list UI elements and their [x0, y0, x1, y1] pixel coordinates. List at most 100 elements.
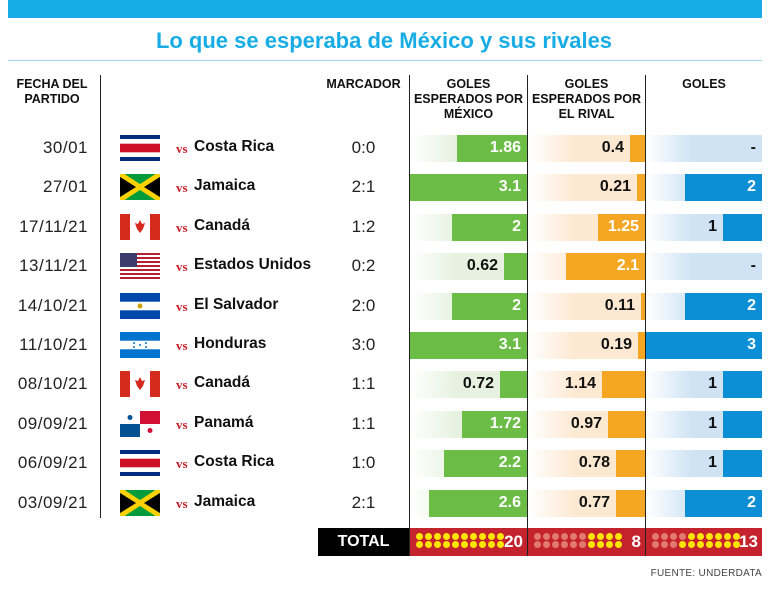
- table-row: 17/11/21 vs Canadá 1:2 2 1.25 1: [0, 208, 768, 247]
- goals-bar: [646, 332, 762, 359]
- goals: 1: [646, 371, 762, 399]
- xg-mexico-value: 1.72: [489, 414, 521, 432]
- dot-filled: [434, 533, 441, 540]
- dot-filled: [452, 533, 459, 540]
- xg-rival-bar: [616, 450, 645, 478]
- xg-rival-bar: [630, 135, 645, 162]
- column-divider: [100, 75, 101, 518]
- dot-empty: [552, 533, 559, 540]
- xg-mexico-value: 2.6: [498, 493, 521, 511]
- xg-mexico-bar: [500, 371, 527, 399]
- total-esperados-mexico: 20: [410, 528, 527, 556]
- xg-rival: 0.78: [528, 450, 645, 478]
- rival-name: Canadá: [194, 374, 250, 392]
- xg-rival: 1.25: [528, 213, 645, 241]
- table-row: 08/10/21 vs Canadá 1:1 0.72 1.14 1: [0, 365, 768, 404]
- goals-bar: [723, 213, 762, 241]
- dot-filled: [461, 541, 468, 548]
- header-marcador: MARCADOR: [326, 77, 401, 91]
- xg-mexico-value: 3.1: [498, 178, 521, 196]
- dot-filled: [479, 541, 486, 548]
- xg-mexico-bar: [444, 450, 527, 478]
- column-divider: [409, 75, 410, 556]
- goals-value: 1: [708, 375, 717, 393]
- goals: 2: [646, 292, 762, 320]
- xg-mexico: 1.72: [410, 410, 527, 438]
- dot-empty: [543, 533, 550, 540]
- dot-empty: [661, 533, 668, 540]
- xg-rival-bar: [616, 489, 645, 517]
- goals-bar: [685, 174, 762, 202]
- table-row: 03/09/21 vs Jamaica 2:1 2.6 0.77 2: [0, 484, 768, 523]
- xg-rival: 0.19: [528, 332, 645, 359]
- xg-rival-value: 0.97: [570, 414, 602, 432]
- jamaica-flag-icon: [120, 489, 160, 516]
- rival-name: Jamaica: [194, 492, 256, 510]
- xg-mexico: 3.1: [410, 332, 527, 359]
- xg-rival-value: 0.4: [601, 139, 624, 156]
- vs-label: vs: [176, 495, 188, 511]
- vs-label: vs: [176, 456, 188, 472]
- dot-filled: [443, 541, 450, 548]
- goals: -: [646, 253, 762, 281]
- rival-name: Panamá: [194, 413, 254, 431]
- dot-empty: [652, 533, 659, 540]
- match-date: 11/10/21: [19, 335, 88, 354]
- vs-label: vs: [176, 377, 188, 393]
- goals-value: 3: [747, 336, 756, 353]
- xg-rival-bar: [608, 410, 645, 438]
- xg-rival: 1.14: [528, 371, 645, 399]
- vs-label: vs: [176, 180, 188, 196]
- xg-rival: 2.1: [528, 253, 645, 281]
- vs-label: vs: [176, 416, 188, 432]
- dot-filled: [488, 533, 495, 540]
- dot-filled: [679, 541, 686, 548]
- table-row: 30/01 vs Costa Rica 0:0 1.86 0.4 -: [0, 129, 768, 168]
- xg-rival: 0.11: [528, 292, 645, 320]
- xg-mexico: 2: [410, 213, 527, 241]
- header-fecha: FECHA DEL PARTIDO: [16, 77, 88, 106]
- xg-mexico-value: 0.62: [466, 257, 498, 275]
- xg-rival-value: 0.77: [578, 493, 610, 511]
- dot-filled: [615, 541, 622, 548]
- dot-empty: [561, 541, 568, 548]
- goals-value: 1: [708, 454, 717, 472]
- goals-bar: [685, 489, 762, 517]
- xg-mexico-bar: [452, 213, 527, 241]
- xg-mexico-value: 1.86: [489, 139, 521, 156]
- dot-empty: [534, 533, 541, 540]
- page-title: Lo que se esperaba de México y sus rival…: [155, 28, 613, 53]
- column-divider: [645, 75, 646, 556]
- match-score: 2:0: [351, 295, 376, 315]
- xg-rival-bar: [598, 213, 645, 241]
- goals-bar: [685, 292, 762, 320]
- dot-empty: [661, 541, 668, 548]
- xg-rival-bar: [602, 371, 645, 399]
- vs-label: vs: [176, 219, 188, 235]
- panama-flag-icon: [120, 410, 160, 437]
- xg-rival-bar: [637, 174, 645, 202]
- el-salvador-flag-icon: [120, 292, 160, 319]
- table-row: 11/10/21 vs Honduras 3:0 3.1 0.19 3: [0, 326, 768, 365]
- xg-rival: 0.97: [528, 410, 645, 438]
- xg-mexico-bar: [410, 174, 527, 202]
- table-row: 13/11/21 vs Estados Unidos 0:2 0.62 2.1 …: [0, 247, 768, 286]
- dot-empty: [561, 533, 568, 540]
- dot-filled: [597, 533, 604, 540]
- honduras-flag-icon: [120, 332, 160, 358]
- dot-filled: [434, 541, 441, 548]
- dot-empty: [670, 541, 677, 548]
- rival-name: Costa Rica: [194, 453, 275, 471]
- xg-rival-value: 0.11: [604, 296, 635, 314]
- match-score: 1:1: [351, 374, 376, 394]
- match-date: 09/09/21: [17, 413, 88, 433]
- xg-mexico: 3.1: [410, 174, 527, 202]
- total-value: 8: [631, 532, 641, 551]
- dot-filled: [706, 533, 713, 540]
- header-esperados-rival: GOLES ESPERADOS POR EL RIVAL: [531, 77, 642, 121]
- canada-flag-icon: [120, 371, 160, 398]
- dot-grid: [652, 533, 741, 548]
- dot-filled: [461, 533, 468, 540]
- xg-mexico-value: 3.1: [498, 336, 521, 353]
